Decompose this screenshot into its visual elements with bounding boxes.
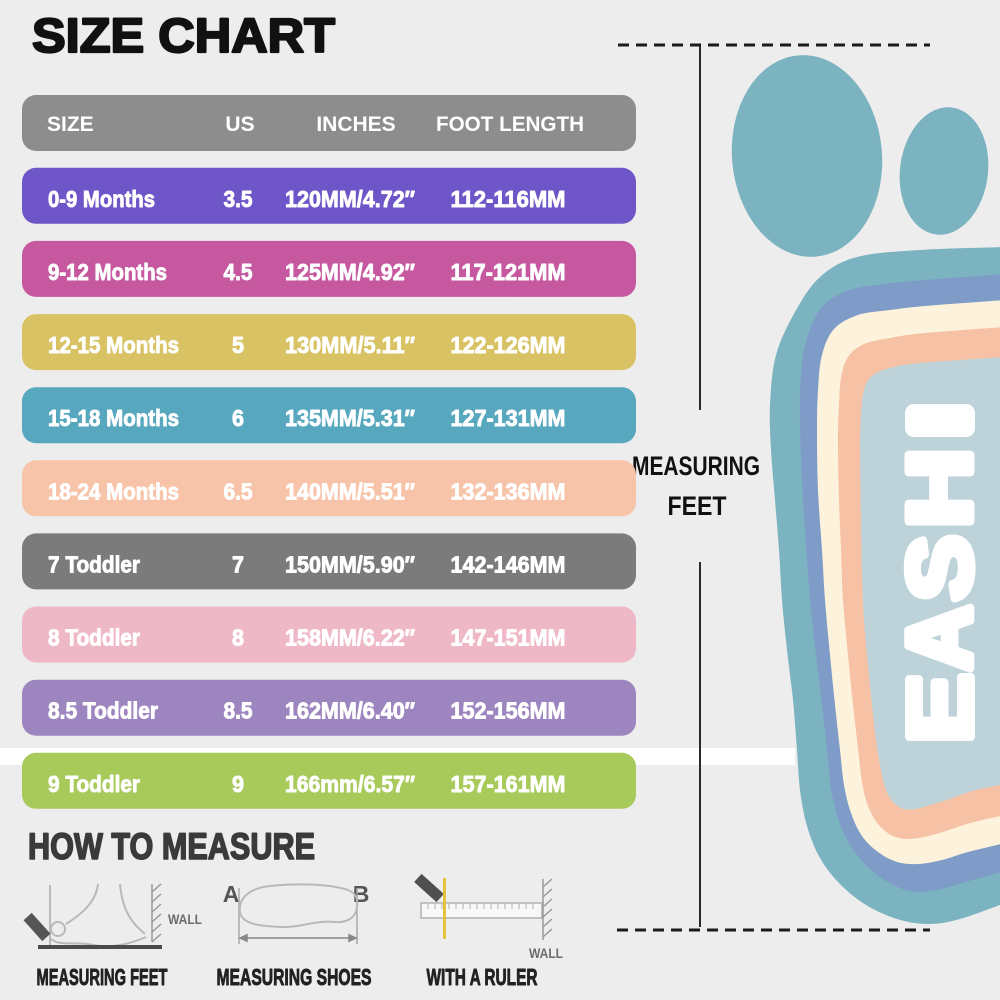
svg-text:18-24 Months: 18-24 Months <box>48 478 179 504</box>
svg-text:5: 5 <box>232 332 244 358</box>
svg-text:FOOT LENGTH: FOOT LENGTH <box>436 113 584 136</box>
svg-text:S: S <box>890 535 991 601</box>
svg-text:166mm/6.57″: 166mm/6.57″ <box>285 771 415 797</box>
svg-text:117-121MM: 117-121MM <box>451 259 566 285</box>
svg-text:152-156MM: 152-156MM <box>451 698 566 724</box>
svg-text:158MM/6.22″: 158MM/6.22″ <box>285 625 415 651</box>
svg-text:E: E <box>890 674 991 744</box>
svg-text:WALL: WALL <box>529 945 563 961</box>
svg-text:120MM/4.72″: 120MM/4.72″ <box>285 186 415 212</box>
svg-text:8.5 Toddler: 8.5 Toddler <box>48 698 158 724</box>
svg-text:157-161MM: 157-161MM <box>451 771 566 797</box>
svg-text:A: A <box>890 605 990 671</box>
svg-text:SIZE: SIZE <box>47 113 94 136</box>
svg-text:0-9 Months: 0-9 Months <box>48 186 155 212</box>
svg-text:135MM/5.31″: 135MM/5.31″ <box>285 405 415 431</box>
svg-text:INCHES: INCHES <box>316 113 395 136</box>
svg-text:140MM/5.51″: 140MM/5.51″ <box>285 478 415 504</box>
svg-text:7: 7 <box>232 551 244 577</box>
svg-text:WALL: WALL <box>168 911 202 927</box>
svg-text:130MM/5.11″: 130MM/5.11″ <box>285 332 415 358</box>
svg-text:HOW TO MEASURE: HOW TO MEASURE <box>28 826 315 867</box>
svg-text:162MM/6.40″: 162MM/6.40″ <box>285 698 415 724</box>
svg-text:132-136MM: 132-136MM <box>451 478 566 504</box>
svg-text:150MM/5.90″: 150MM/5.90″ <box>285 551 415 577</box>
svg-text:127-131MM: 127-131MM <box>451 405 566 431</box>
svg-text:9 Toddler: 9 Toddler <box>48 771 140 797</box>
svg-text:147-151MM: 147-151MM <box>451 625 566 651</box>
svg-text:6.5: 6.5 <box>224 478 253 504</box>
svg-text:6: 6 <box>232 405 244 431</box>
svg-text:MEASURING: MEASURING <box>632 451 760 481</box>
svg-text:WITH A RULER: WITH A RULER <box>427 964 538 990</box>
svg-text:122-126MM: 122-126MM <box>451 332 566 358</box>
svg-text:142-146MM: 142-146MM <box>451 551 566 577</box>
svg-text:8.5: 8.5 <box>224 698 253 724</box>
svg-text:9-12 Months: 9-12 Months <box>48 259 167 285</box>
svg-text:SIZE CHART: SIZE CHART <box>32 10 335 63</box>
svg-text:112-116MM: 112-116MM <box>451 186 566 212</box>
svg-text:125MM/4.92″: 125MM/4.92″ <box>285 259 415 285</box>
svg-text:15-18 Months: 15-18 Months <box>48 405 179 431</box>
svg-text:12-15 Months: 12-15 Months <box>48 332 179 358</box>
svg-text:4.5: 4.5 <box>224 259 253 285</box>
svg-text:8: 8 <box>232 625 244 651</box>
svg-text:8 Toddler: 8 Toddler <box>48 625 140 651</box>
svg-text:FEET: FEET <box>668 491 727 521</box>
svg-text:3.5: 3.5 <box>224 186 253 212</box>
svg-text:A: A <box>223 881 240 907</box>
svg-text:9: 9 <box>232 771 244 797</box>
svg-text:US: US <box>225 113 254 136</box>
svg-text:MEASURING FEET: MEASURING FEET <box>37 964 168 990</box>
svg-text:MEASURING SHOES: MEASURING SHOES <box>217 964 372 990</box>
svg-text:H: H <box>890 448 990 528</box>
svg-text:7 Toddler: 7 Toddler <box>48 551 140 577</box>
